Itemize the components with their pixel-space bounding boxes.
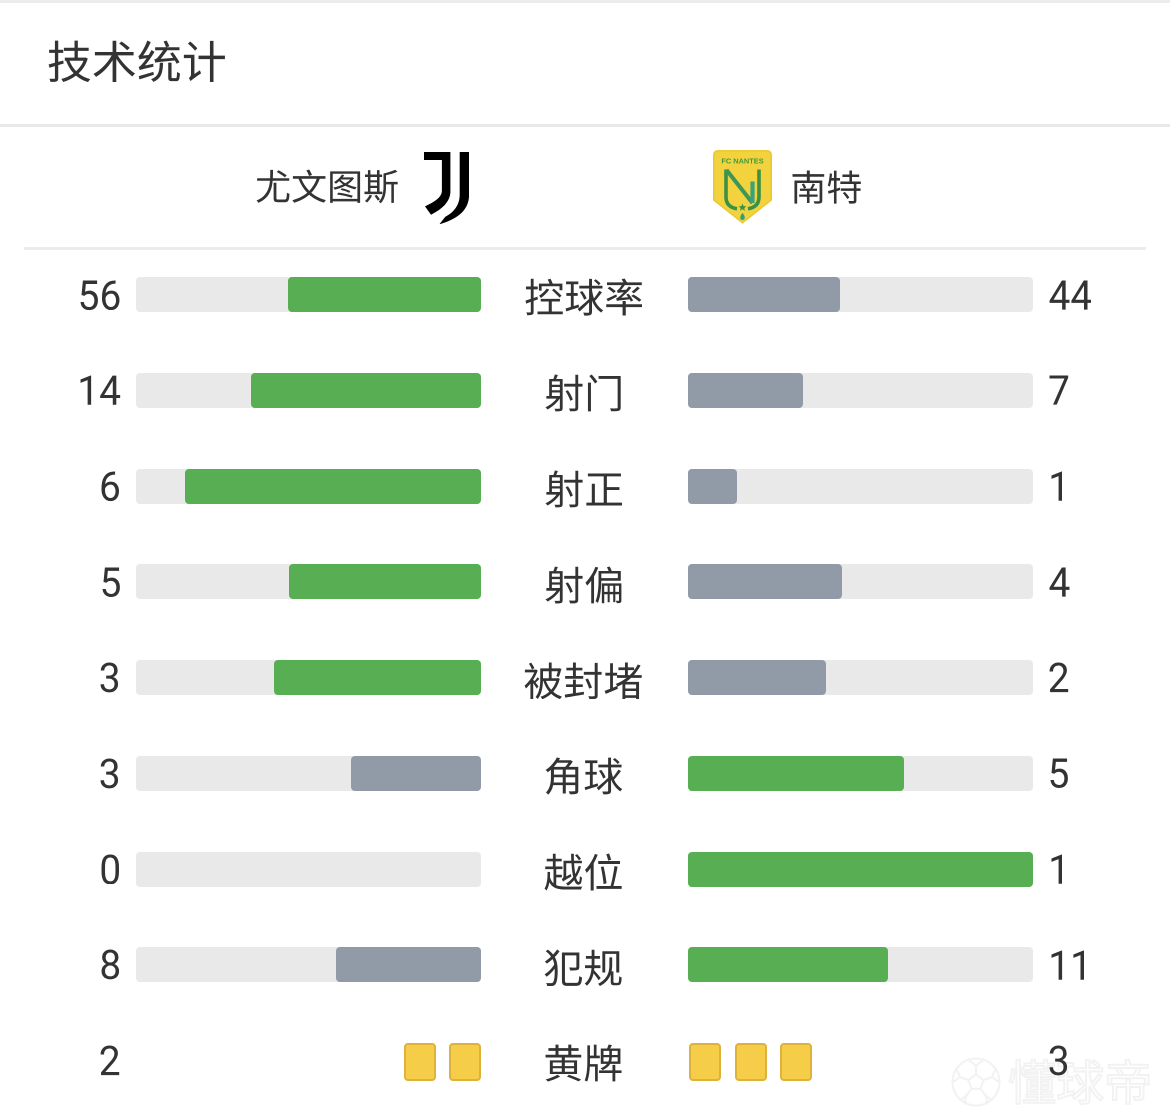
- svg-text:FC NANTES: FC NANTES: [721, 157, 763, 166]
